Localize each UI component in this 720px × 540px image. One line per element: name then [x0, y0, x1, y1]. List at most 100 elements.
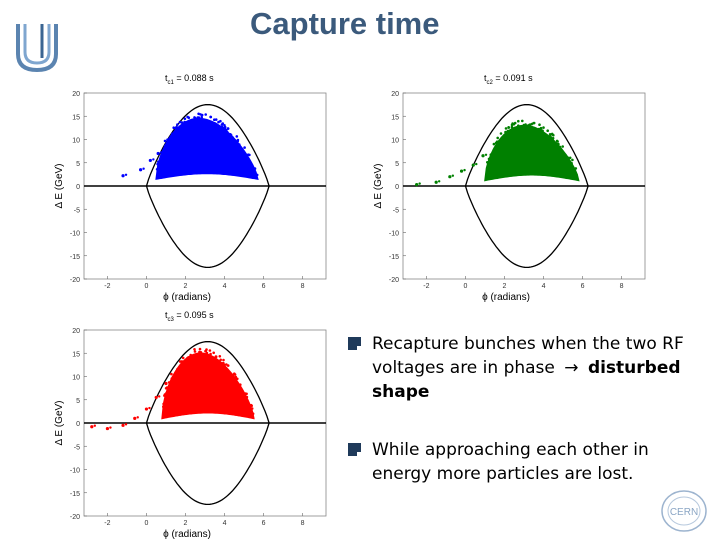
particle-point	[496, 136, 500, 140]
particle-point	[255, 173, 259, 177]
particle-point	[226, 127, 230, 130]
particle-point	[223, 363, 226, 367]
particle-point	[193, 350, 197, 353]
y-tick-label: -15	[389, 254, 399, 261]
particle-point	[198, 347, 202, 351]
y-tick-label: 10	[72, 138, 80, 145]
particle-point	[489, 153, 493, 156]
tail-particle	[164, 381, 168, 386]
particle-point	[219, 358, 222, 362]
particle-point	[166, 387, 170, 390]
cern-logo-text: CERN	[670, 507, 698, 518]
x-tick-label: 0	[463, 283, 467, 290]
particle-cloud	[161, 352, 255, 420]
bullet-square-icon	[348, 337, 364, 353]
tail-particle	[418, 182, 421, 185]
particle-point	[509, 129, 512, 133]
particle-point	[200, 115, 203, 119]
particle-point	[193, 116, 197, 120]
particle-point	[209, 115, 213, 119]
particle-point	[176, 123, 179, 126]
x-tick-label: 8	[301, 283, 305, 290]
tail-particle	[471, 163, 475, 167]
particle-cloud	[484, 124, 580, 182]
particle-point	[195, 352, 199, 356]
y-tick-label: 10	[391, 138, 399, 145]
x-tick-label: 8	[301, 520, 305, 527]
particle-point	[217, 120, 220, 124]
particle-point	[155, 168, 159, 171]
tail-particle	[133, 416, 137, 420]
particle-point	[510, 125, 514, 129]
separatrix-lower	[464, 185, 589, 269]
particle-point	[190, 356, 194, 359]
bullet-particles-lost: While approaching each other in energy m…	[348, 438, 708, 486]
particle-point	[178, 120, 182, 124]
particle-point	[243, 146, 246, 149]
right-arrow-icon: →	[564, 358, 579, 378]
particle-point	[162, 405, 165, 409]
y-tick-label: -20	[389, 277, 399, 284]
particle-cloud	[155, 117, 259, 180]
particle-point	[212, 351, 215, 355]
y-tick-label: 20	[391, 91, 399, 98]
particle-point	[186, 356, 189, 360]
x-tick-label: 4	[542, 283, 546, 290]
particle-point	[204, 349, 207, 353]
tail-particle	[156, 151, 160, 156]
tail-particle	[105, 426, 110, 431]
y-tick-label: -10	[70, 468, 80, 475]
particle-point	[549, 137, 553, 140]
x-tick-label: 0	[144, 520, 148, 527]
particle-point	[552, 133, 555, 137]
particle-point	[229, 133, 232, 136]
tail-particle	[148, 158, 152, 163]
x-axis-label: ϕ (radians)	[163, 292, 211, 303]
y-tick-label: -20	[70, 277, 80, 284]
tail-particle	[144, 407, 149, 411]
x-tick-label: 4	[223, 520, 227, 527]
particle-point	[174, 126, 177, 130]
particle-point	[235, 135, 239, 138]
particle-point	[183, 117, 187, 121]
particle-point	[238, 385, 241, 388]
particle-point	[162, 402, 165, 406]
particle-point	[218, 355, 222, 358]
particle-point	[539, 126, 543, 130]
particle-point	[246, 153, 250, 156]
x-tick-label: 6	[262, 283, 266, 290]
particle-point	[208, 349, 212, 352]
particle-point	[170, 377, 174, 380]
bullet-particles-lost-text: While approaching each other in energy m…	[372, 440, 649, 484]
tail-particle	[159, 151, 163, 154]
bullet-list: Recapture bunches when the two RF voltag…	[348, 332, 708, 486]
chart-title: tc2 = 0.091 s	[484, 73, 533, 86]
y-tick-label: 20	[72, 91, 80, 98]
particle-point	[575, 173, 578, 176]
particle-point	[507, 126, 510, 129]
x-tick-label: 8	[620, 283, 624, 290]
y-tick-label: 0	[76, 184, 80, 191]
particle-point	[504, 131, 508, 135]
y-tick-label: -20	[70, 514, 80, 521]
particle-point	[163, 394, 166, 397]
particle-point	[551, 136, 555, 140]
tail-particle	[451, 174, 455, 177]
particle-point	[513, 121, 517, 125]
particle-point	[495, 144, 498, 147]
particle-point	[538, 123, 541, 126]
tail-particle	[148, 406, 151, 410]
x-tick-label: -2	[423, 283, 429, 290]
particle-point	[541, 129, 544, 133]
particle-point	[156, 162, 159, 166]
y-tick-label: 5	[395, 161, 399, 168]
tail-particle	[121, 174, 125, 178]
x-axis-label: ϕ (radians)	[163, 529, 211, 540]
particle-point	[180, 360, 184, 363]
x-tick-label: 2	[503, 283, 507, 290]
tail-particle	[179, 367, 182, 370]
tail-particle	[448, 175, 452, 179]
y-tick-label: -10	[389, 231, 399, 238]
particle-point	[571, 158, 574, 162]
